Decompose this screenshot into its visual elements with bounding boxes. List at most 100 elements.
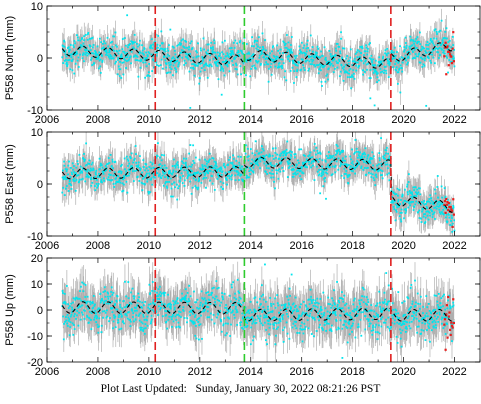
data-point xyxy=(359,151,361,154)
data-point xyxy=(282,62,285,65)
data-point xyxy=(75,172,77,175)
data-point xyxy=(108,173,110,176)
data-point xyxy=(215,56,218,59)
data-point xyxy=(152,175,155,178)
x-tick-label: 2008 xyxy=(86,114,110,126)
data-point xyxy=(174,164,177,167)
data-point xyxy=(222,187,224,190)
data-point xyxy=(120,77,123,79)
data-point xyxy=(201,56,204,59)
data-point xyxy=(230,175,232,178)
data-point xyxy=(71,59,73,62)
data-point xyxy=(418,187,421,190)
data-point xyxy=(419,43,422,46)
data-point xyxy=(260,52,263,54)
data-point xyxy=(296,172,299,175)
data-point xyxy=(122,50,125,53)
data-point xyxy=(396,204,398,207)
data-point xyxy=(399,64,402,67)
data-point xyxy=(311,63,313,66)
data-point xyxy=(382,155,385,158)
data-point xyxy=(198,77,201,80)
data-point xyxy=(307,155,310,158)
data-point xyxy=(194,173,196,176)
data-point xyxy=(420,217,423,220)
data-point xyxy=(177,166,180,169)
data-point xyxy=(165,63,168,65)
data-point xyxy=(116,50,119,53)
data-point xyxy=(206,43,209,46)
data-point xyxy=(452,57,455,60)
data-point xyxy=(218,167,221,170)
data-point xyxy=(394,68,397,71)
data-point xyxy=(181,182,184,184)
data-point xyxy=(218,175,220,178)
data-point xyxy=(151,58,154,61)
data-point xyxy=(323,169,326,171)
data-point xyxy=(169,61,172,64)
data-point xyxy=(315,158,318,161)
data-point xyxy=(220,173,223,176)
data-point xyxy=(105,48,108,51)
data-point xyxy=(174,166,177,169)
data-point xyxy=(227,56,230,58)
data-point xyxy=(378,159,381,162)
data-point xyxy=(134,54,137,57)
data-point xyxy=(119,181,122,184)
data-point xyxy=(90,184,93,187)
data-point xyxy=(100,179,103,182)
data-point xyxy=(271,58,274,61)
data-point xyxy=(268,57,271,60)
data-point xyxy=(112,167,114,170)
data-point xyxy=(261,32,264,35)
data-point xyxy=(272,45,275,48)
data-point xyxy=(131,170,134,173)
data-point xyxy=(209,59,211,61)
data-point xyxy=(76,174,79,177)
data-point xyxy=(100,53,103,56)
data-point xyxy=(364,50,367,53)
data-point xyxy=(281,67,284,70)
data-point xyxy=(147,169,150,172)
data-point xyxy=(427,210,430,213)
data-point xyxy=(97,175,100,178)
data-point xyxy=(409,204,412,207)
data-point xyxy=(290,153,292,156)
data-point xyxy=(158,163,161,166)
data-point xyxy=(136,175,139,178)
data-point xyxy=(303,44,306,47)
data-point xyxy=(192,177,195,180)
data-point xyxy=(400,199,402,201)
data-point xyxy=(115,60,117,63)
data-point xyxy=(413,42,415,45)
data-point xyxy=(362,62,365,65)
data-point xyxy=(99,162,102,165)
data-point xyxy=(207,172,209,175)
data-point xyxy=(398,215,401,218)
data-point xyxy=(252,166,255,169)
data-point xyxy=(130,50,133,53)
data-point xyxy=(77,56,80,59)
data-point xyxy=(262,46,264,49)
data-point xyxy=(366,162,368,164)
data-point xyxy=(283,44,286,47)
data-point xyxy=(119,68,122,71)
data-point xyxy=(265,61,268,64)
data-point xyxy=(379,174,382,177)
data-point xyxy=(286,55,289,58)
data-point xyxy=(173,49,176,52)
data-point xyxy=(373,70,376,73)
data-point xyxy=(178,185,181,188)
data-point xyxy=(212,167,214,170)
data-point xyxy=(238,41,241,44)
data-point xyxy=(184,55,187,58)
data-point xyxy=(153,41,156,44)
data-point xyxy=(397,60,400,63)
data-point xyxy=(329,166,331,168)
data-point xyxy=(423,59,426,62)
data-point xyxy=(340,64,343,67)
data-point xyxy=(107,157,110,159)
data-point xyxy=(62,45,65,48)
data-point xyxy=(64,168,67,170)
data-point xyxy=(371,61,374,64)
